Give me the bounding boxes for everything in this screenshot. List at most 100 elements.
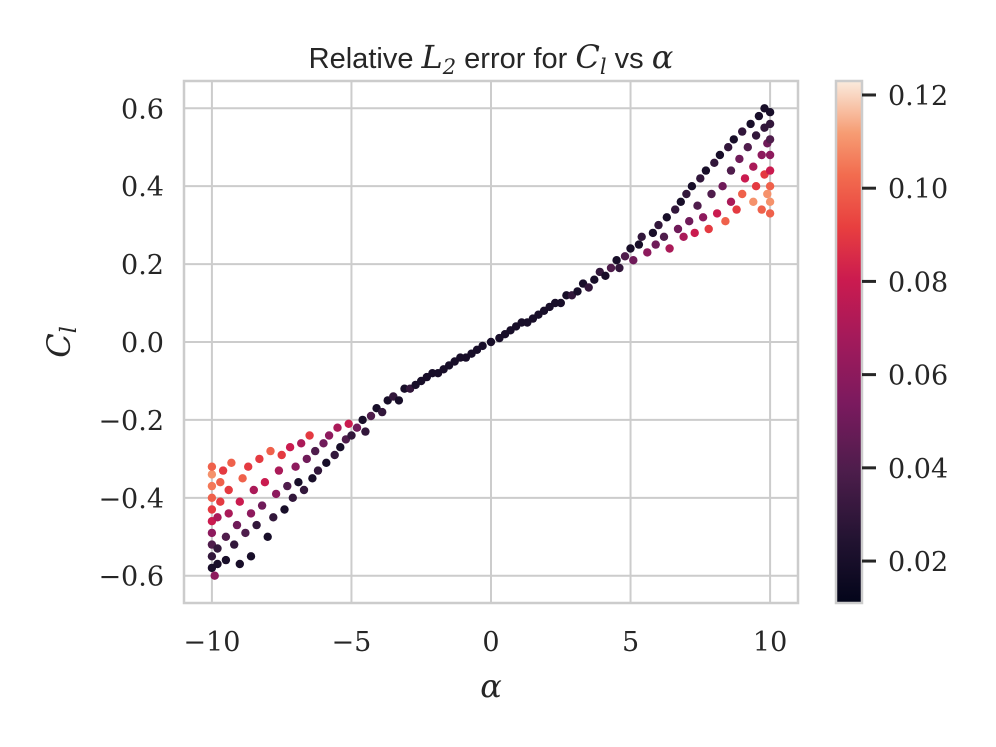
scatter-point [313, 466, 323, 475]
colorbar [834, 79, 864, 605]
scatter-point [698, 213, 708, 222]
scatter-point [213, 544, 222, 553]
scatter-point [246, 552, 256, 561]
scatter-point [687, 182, 697, 191]
x-tick-label: −10 [183, 627, 240, 658]
scatter-point [685, 217, 694, 226]
scatter-point [754, 111, 764, 121]
scatter-point [288, 493, 297, 502]
scatter-point [235, 559, 244, 569]
scatter-point [729, 135, 738, 144]
scatter-point [224, 485, 233, 495]
colorbar-tick-label: 0.02 [888, 547, 948, 578]
colorbar-tick-label: 0.04 [888, 454, 948, 485]
scatter-point [207, 462, 217, 471]
y-tick-label: 0.2 [121, 250, 164, 281]
y-tick-label: 0.6 [121, 94, 164, 125]
scatter-point [302, 454, 311, 464]
scatter-point [344, 419, 353, 428]
scatter-point [249, 485, 258, 495]
scatter-point [207, 552, 217, 561]
scatter-point [218, 466, 228, 475]
scatter-point [659, 232, 669, 241]
scatter-point [266, 446, 275, 456]
scatter-point [378, 407, 387, 417]
scatter-point [333, 423, 342, 432]
scatter-point [478, 341, 487, 351]
scatter-point [207, 505, 217, 514]
scatter-point [274, 466, 284, 475]
y-tick-label: −0.2 [98, 406, 164, 437]
scatter-point [701, 166, 711, 175]
scatter-point [305, 431, 314, 440]
scatter-point [718, 182, 727, 191]
scatter-point [213, 559, 222, 569]
scatter-point [213, 513, 222, 522]
scatter-point [629, 256, 638, 265]
scatter-point [241, 528, 250, 538]
scatter-point [291, 462, 300, 471]
colorbar-tick-label: 0.08 [888, 267, 948, 298]
scatter-point [299, 485, 309, 495]
scatter-point [740, 174, 750, 183]
scatter-point [216, 497, 225, 506]
scatter-point [294, 478, 303, 487]
scatter-point [704, 224, 713, 234]
scatter-point [715, 150, 725, 160]
scatter-point [235, 497, 244, 506]
scatter-point [765, 166, 775, 175]
scatter-point [721, 217, 730, 226]
scatter-point [712, 209, 722, 218]
scatter-point [319, 439, 328, 448]
scatter-point [207, 481, 217, 491]
scatter-point [486, 337, 496, 347]
scatter-point [637, 232, 646, 241]
colorbar-tick-label: 0.12 [888, 81, 948, 112]
scatter-point [347, 431, 356, 440]
scatter-point [749, 197, 758, 206]
scatter-point [690, 228, 699, 238]
scatter-point [612, 256, 621, 265]
scatter-point [277, 450, 286, 460]
scatter-point [280, 505, 289, 514]
scatter-point [263, 532, 272, 541]
y-tick-label: 0.4 [121, 172, 164, 203]
scatter-point [626, 244, 635, 253]
scatter-point [765, 197, 775, 206]
scatter-point [749, 162, 758, 171]
scatter-point [757, 205, 766, 214]
scatter-point [765, 108, 775, 117]
scatter-point [311, 446, 320, 456]
scatter-point [710, 158, 719, 167]
x-tick-label: 10 [753, 627, 787, 658]
scatter-point [763, 189, 772, 199]
scatter-point [615, 263, 624, 273]
scatter-point [676, 197, 685, 206]
x-axis-ticks: −10 −5 0 5 10 [183, 627, 787, 658]
scatter-point [224, 509, 233, 518]
scatter-point [634, 240, 644, 249]
scatter-point [336, 443, 345, 452]
scatter-points [207, 104, 775, 580]
scatter-point [662, 213, 671, 222]
scatter-point [573, 287, 582, 296]
scatter-point [751, 182, 761, 191]
scatter-point [751, 131, 761, 140]
scatter-point [651, 240, 660, 249]
chart-title: Relative L2 error for Cl vs α [309, 38, 674, 79]
scatter-point [648, 228, 658, 238]
scatter-point [738, 189, 747, 199]
scatter-point [297, 439, 306, 448]
scatter-point [726, 197, 736, 206]
x-tick-label: −5 [332, 627, 372, 658]
scatter-point [765, 119, 775, 129]
scatter-point [207, 528, 217, 538]
x-tick-label: 0 [482, 627, 499, 658]
y-axis-ticks: −0.6 −0.4 −0.2 0.0 0.2 0.4 0.6 [98, 94, 164, 592]
scatter-point [232, 520, 242, 530]
scatter-point [601, 271, 610, 280]
y-axis-label: Cl [40, 326, 82, 358]
scatter-point [724, 143, 733, 152]
scatter-point [732, 205, 741, 214]
scatter-point [671, 205, 680, 214]
